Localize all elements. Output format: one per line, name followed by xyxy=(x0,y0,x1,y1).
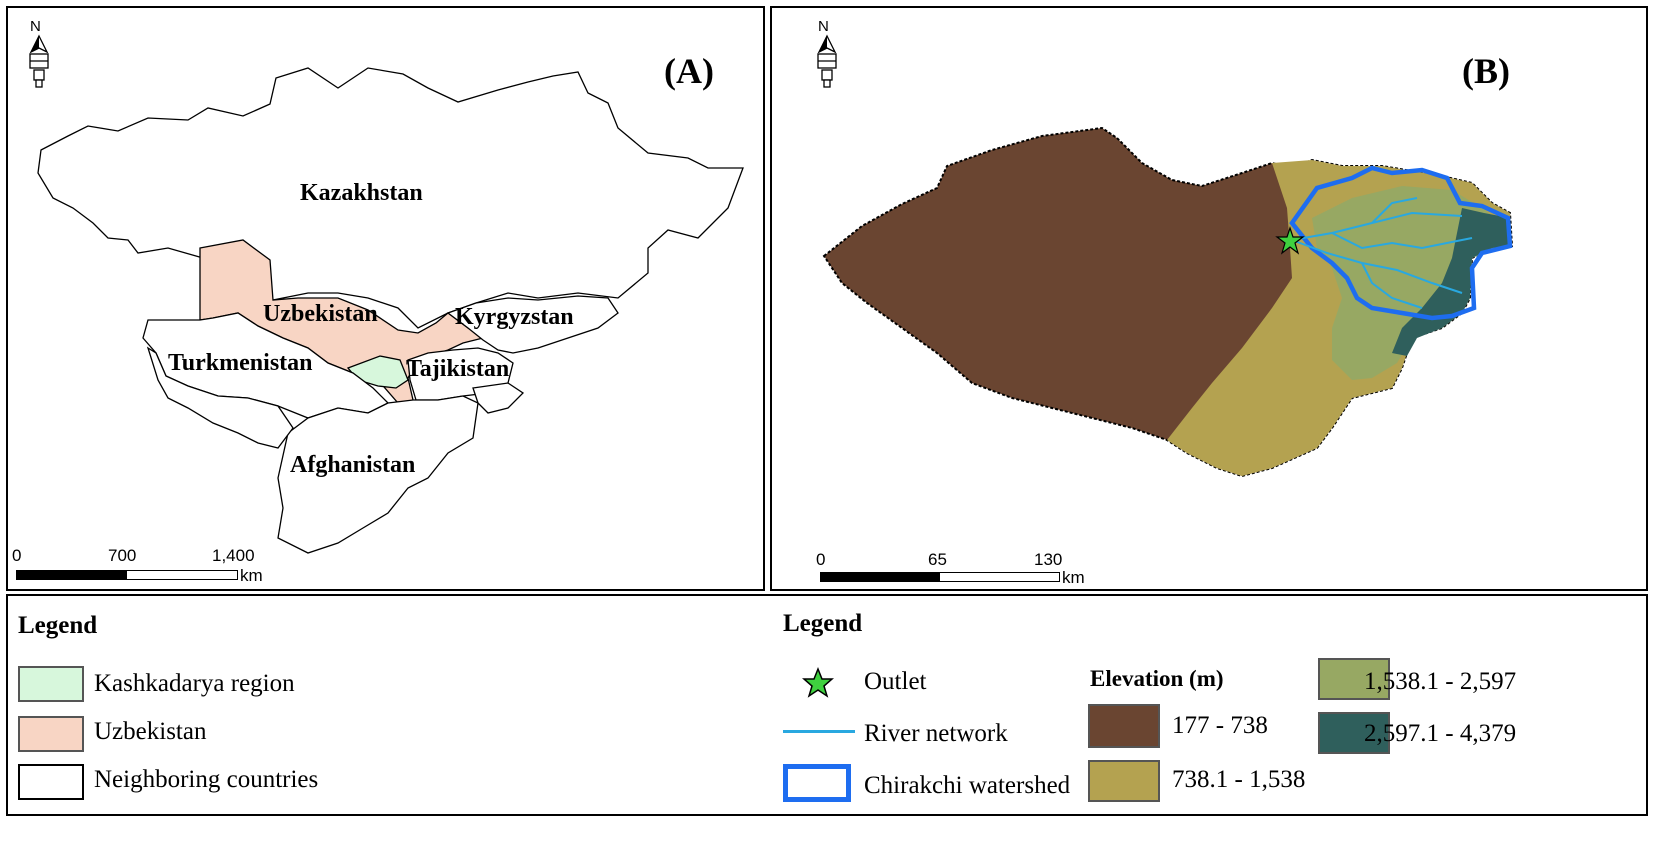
kashkadarya-elevation-map xyxy=(822,126,1514,478)
scale-a-bar xyxy=(16,570,238,580)
scale-a-unit: km xyxy=(240,566,263,585)
legend-b-title: Legend xyxy=(783,610,863,637)
legend-elev-swatch-2 xyxy=(1318,658,1390,700)
north-arrow-icon xyxy=(817,34,837,88)
legend-label-uzbekistan: Uzbekistan xyxy=(94,718,207,745)
legend-watershed-swatch xyxy=(783,764,851,802)
panel-b-map: N (B) 0 65 130 km xyxy=(770,6,1648,591)
label-kazakhstan: Kazakhstan xyxy=(300,180,423,206)
north-arrow-icon xyxy=(29,34,49,88)
legend-river-line-icon xyxy=(783,730,855,733)
outlet-star-icon xyxy=(1275,226,1305,255)
label-kyrgyzstan: Kyrgyzstan xyxy=(455,304,574,330)
label-tajikistan: Tajikistan xyxy=(406,356,510,382)
legend-box: Legend Kashkadarya region Uzbekistan Nei… xyxy=(6,594,1648,816)
legend-a-title: Legend xyxy=(18,612,98,639)
legend-elev-swatch-0 xyxy=(1088,704,1160,748)
legend-elev-label-2: 1,538.1 - 2,597 xyxy=(1364,668,1517,695)
north-label-b: N xyxy=(818,18,829,35)
label-turkmenistan: Turkmenistan xyxy=(168,350,313,376)
kyrgyzstan-shape xyxy=(446,295,619,354)
legend-elev-label-3: 2,597.1 - 4,379 xyxy=(1364,720,1517,747)
scale-a-tick-2: 1,400 xyxy=(212,546,255,565)
watershed-boundary xyxy=(1289,165,1513,321)
panel-b-label: (B) xyxy=(1462,51,1510,91)
legend-swatch-neighboring xyxy=(18,764,84,800)
legend-swatch-kashkadarya xyxy=(18,666,84,702)
scale-b-tick-0: 0 xyxy=(816,550,826,569)
legend-elev-label-0: 177 - 738 xyxy=(1172,712,1268,739)
scale-a-tick-1: 700 xyxy=(108,546,137,565)
north-label: N xyxy=(30,18,41,35)
neighbor-west-shape xyxy=(146,346,294,449)
central-asia-map xyxy=(37,67,744,554)
legend-label-outlet: Outlet xyxy=(864,668,927,695)
river-network-lines xyxy=(1291,197,1473,309)
legend-label-neighboring: Neighboring countries xyxy=(94,766,319,793)
legend-label-watershed: Chirakchi watershed xyxy=(864,772,1071,799)
label-uzbekistan: Uzbekistan xyxy=(263,301,378,327)
panel-a-map: N (A) Kazakhstan Uzbekistan Kyrgyzstan T… xyxy=(6,6,765,591)
panel-a-label: (A) xyxy=(664,51,714,91)
legend-swatch-uzbekistan xyxy=(18,716,84,752)
legend-outlet-star-icon xyxy=(802,666,834,698)
neighbor-east-shape xyxy=(472,382,525,414)
legend-elevation-title: Elevation (m) xyxy=(1090,666,1224,691)
scale-b-bar xyxy=(820,572,1060,582)
scale-b-tick-2: 130 xyxy=(1034,550,1063,569)
scale-b-unit: km xyxy=(1062,568,1085,587)
legend-elev-swatch-3 xyxy=(1318,712,1390,754)
afghanistan-shape xyxy=(277,395,479,554)
label-afghanistan: Afghanistan xyxy=(290,452,416,478)
legend-label-river: River network xyxy=(864,720,1008,747)
legend-elev-label-1: 738.1 - 1,538 xyxy=(1172,766,1306,793)
legend-elev-swatch-1 xyxy=(1088,760,1160,802)
scale-a-tick-0: 0 xyxy=(12,546,22,565)
elevation-1538-2597 xyxy=(1312,186,1502,380)
legend-label-kashkadarya: Kashkadarya region xyxy=(94,670,295,697)
elevation-2597-4379 xyxy=(1392,208,1512,356)
scale-b-tick-1: 65 xyxy=(928,550,947,569)
